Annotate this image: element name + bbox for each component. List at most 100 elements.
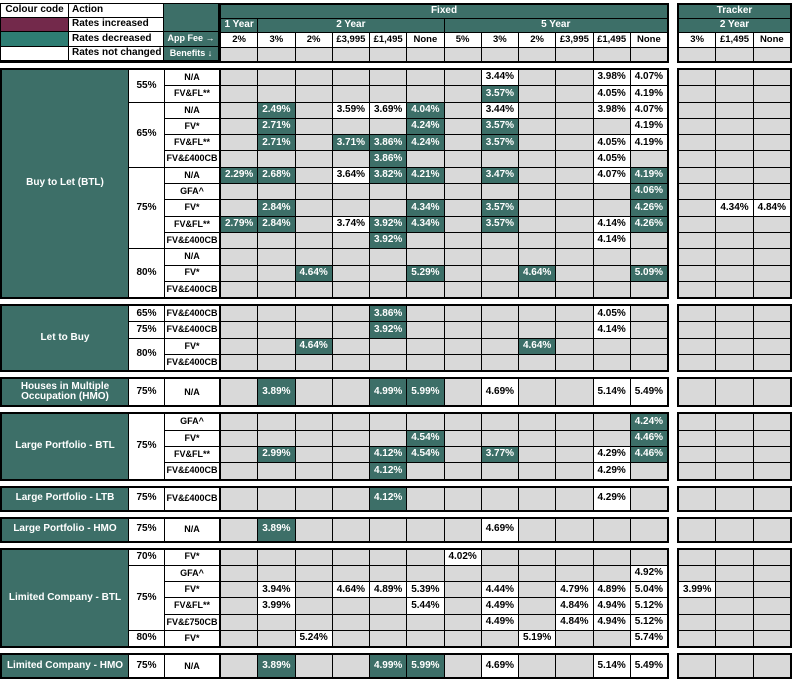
empty-rate-cell: [593, 430, 630, 446]
empty-rate-cell: [519, 135, 556, 151]
benefit-label: N/A: [165, 379, 219, 406]
empty-rate-cell: [519, 518, 556, 541]
empty-rate-cell: [444, 281, 481, 298]
ltv-label: 55%: [129, 70, 164, 102]
rate-cell: 4.64%: [295, 265, 332, 281]
rate-cell: 4.05%: [593, 86, 630, 102]
rate-cell: 4.21%: [407, 167, 444, 184]
empty-rate-cell: [519, 582, 556, 598]
empty-rate-cell: [753, 249, 790, 265]
empty-rate-cell: [370, 265, 407, 281]
legend-header-colour-code: Colour code: [1, 4, 68, 17]
empty-rate-cell: [481, 265, 518, 281]
empty-rate-cell: [370, 184, 407, 200]
empty-rate-cell: [716, 135, 753, 151]
empty-rate-cell: [679, 70, 716, 86]
empty-rate-cell: [679, 118, 716, 135]
rate-cell: 4.92%: [630, 565, 667, 582]
empty-rate-cell: [679, 338, 716, 355]
empty-rate-cell: [370, 338, 407, 355]
empty-rate-cell: [630, 151, 667, 167]
empty-rate-cell: [444, 151, 481, 167]
legend-and-axis-labels: Colour code Action Rates increased Rates de…: [0, 3, 219, 63]
empty-rate-cell: [407, 487, 444, 510]
block-separator: [669, 304, 677, 372]
empty-rate-cell: [221, 631, 258, 647]
section-fixed-data-block: 3.89% 4.99% 5.99% 4.69% 5.14% 5.49%: [219, 653, 669, 679]
empty-rate-cell: [716, 184, 753, 200]
empty-rate-cell: [716, 463, 753, 479]
rate-cell: 4.49%: [481, 598, 518, 614]
empty-rate-cell: [258, 549, 295, 565]
empty-rate-cell: [370, 549, 407, 565]
section-label: Limited Company - BTL: [2, 549, 128, 647]
fixed-benefits-row-blank: [556, 48, 593, 61]
empty-rate-cell: [481, 430, 518, 446]
empty-rate-cell: [407, 86, 444, 102]
rate-cell: 4.99%: [370, 379, 407, 406]
empty-rate-cell: [295, 518, 332, 541]
empty-rate-cell: [221, 151, 258, 167]
empty-rate-cell: [679, 184, 716, 200]
empty-rate-cell: [481, 232, 518, 249]
rate-cell: 4.89%: [370, 582, 407, 598]
empty-rate-cell: [556, 355, 593, 371]
rate-cell: 4.07%: [593, 167, 630, 184]
rate-cell: 5.99%: [407, 655, 444, 678]
rate-cell: 4.46%: [630, 446, 667, 463]
section-label: Limited Company - HMO: [2, 655, 128, 678]
rate-cell: 4.54%: [407, 430, 444, 446]
empty-rate-cell: [444, 355, 481, 371]
empty-rate-cell: [370, 565, 407, 582]
section-fixed-data-block: 4.02% 4.92% 3.94% 4.64% 4.89% 5.39% 4.44% 4.79%…: [219, 547, 669, 649]
rate-cell: 3.74%: [332, 216, 369, 232]
empty-rate-cell: [407, 281, 444, 298]
tracker-group-header: Tracker: [679, 5, 790, 18]
empty-rate-cell: [630, 518, 667, 541]
empty-rate-cell: [258, 86, 295, 102]
empty-rate-cell: [679, 135, 716, 151]
empty-rate-cell: [753, 216, 790, 232]
empty-rate-cell: [258, 306, 295, 322]
fixed-benefits-row-blank: [370, 48, 407, 61]
empty-rate-cell: [332, 184, 369, 200]
empty-rate-cell: [407, 306, 444, 322]
empty-rate-cell: [593, 338, 630, 355]
empty-rate-cell: [519, 306, 556, 322]
empty-rate-cell: [519, 414, 556, 430]
empty-rate-cell: [295, 184, 332, 200]
fixed-fee-header: 3%: [481, 33, 518, 47]
empty-rate-cell: [332, 86, 369, 102]
empty-rate-cell: [753, 487, 790, 510]
empty-rate-cell: [407, 70, 444, 86]
rate-cell: 5.74%: [630, 631, 667, 647]
benefit-label: FV*: [165, 631, 219, 647]
empty-rate-cell: [295, 102, 332, 118]
rate-cell: 3.99%: [258, 598, 295, 614]
rate-cell: 5.12%: [630, 598, 667, 614]
empty-rate-cell: [556, 151, 593, 167]
empty-rate-cell: [481, 184, 518, 200]
empty-rate-cell: [332, 549, 369, 565]
section-fixed-data-block: 4.12% 4.29%: [219, 485, 669, 512]
rate-cell: 5.04%: [630, 582, 667, 598]
rate-cell: 4.24%: [407, 118, 444, 135]
empty-rate-cell: [556, 322, 593, 338]
empty-rate-cell: [753, 549, 790, 565]
empty-rate-cell: [519, 487, 556, 510]
empty-rate-cell: [295, 70, 332, 86]
benefit-label: FV*: [165, 265, 219, 281]
empty-rate-cell: [481, 565, 518, 582]
empty-rate-cell: [556, 102, 593, 118]
benefit-label: FV&FL**: [165, 86, 219, 102]
empty-rate-cell: [556, 265, 593, 281]
empty-rate-cell: [295, 135, 332, 151]
empty-rate-cell: [481, 281, 518, 298]
empty-rate-cell: [221, 463, 258, 479]
rate-cell: 4.94%: [593, 598, 630, 614]
empty-rate-cell: [444, 518, 481, 541]
empty-rate-cell: [295, 118, 332, 135]
empty-rate-cell: [332, 249, 369, 265]
empty-rate-cell: [407, 338, 444, 355]
empty-rate-cell: [716, 355, 753, 371]
